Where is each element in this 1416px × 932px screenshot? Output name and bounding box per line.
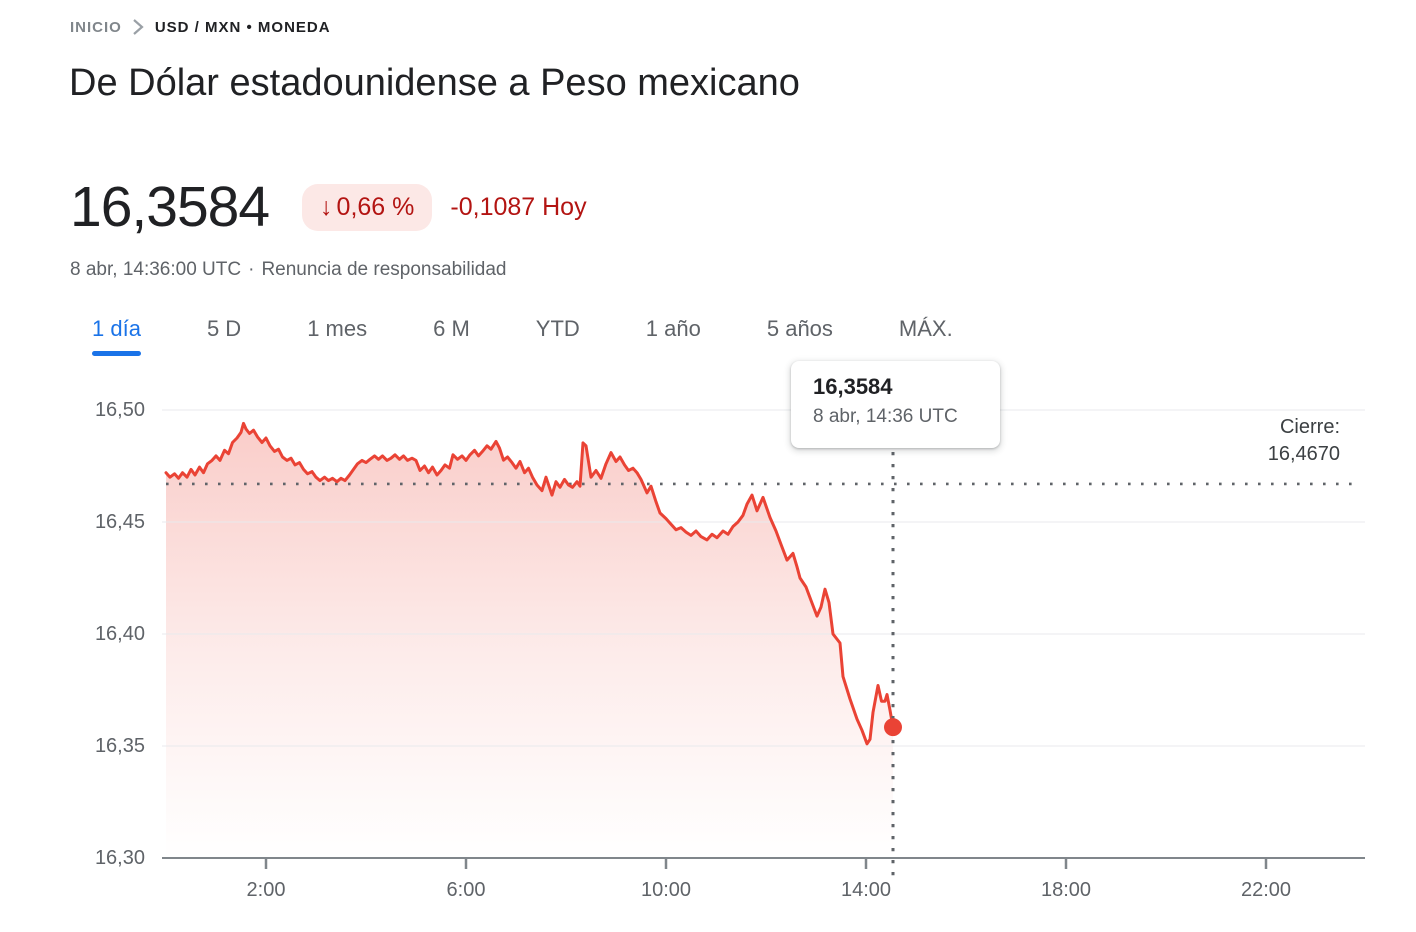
tooltip-price: 16,3584	[813, 374, 893, 399]
tooltip-time: 8 abr, 14:36 UTC	[813, 406, 958, 427]
chart-tooltip: 16,3584 8 abr, 14:36 UTC	[791, 361, 1000, 448]
breadcrumb-current: USD / MXN • MONEDA	[154, 18, 331, 36]
y-axis-label: 16,50	[94, 399, 145, 421]
y-axis-label: 16,35	[94, 735, 145, 757]
change-percent-value: 0,66 %	[336, 192, 415, 221]
x-axis-label: 14:00	[840, 879, 892, 901]
previous-close-value: 16,4670	[1267, 443, 1340, 465]
chevron-right-icon	[132, 18, 145, 36]
tab-5d[interactable]: 5 D	[207, 314, 241, 356]
previous-close-prefix: Cierre:	[1279, 416, 1340, 438]
tab-5y[interactable]: 5 años	[767, 314, 833, 356]
quote-meta: 8 abr, 14:36:00 UTC · Renuncia de respon…	[70, 259, 507, 281]
tab-max[interactable]: MÁX.	[899, 314, 953, 356]
meta-separator: ·	[248, 259, 255, 280]
x-axis-label: 2:00	[246, 879, 286, 901]
disclaimer-link[interactable]: Renuncia de responsabilidad	[261, 259, 507, 280]
price-line	[164, 421, 895, 746]
time-range-tabs: 1 día 5 D 1 mes 6 M YTD 1 año 5 años MÁX.	[92, 314, 953, 356]
x-axis-label: 6:00	[446, 879, 486, 901]
area-fill	[166, 423, 893, 858]
x-axis-label: 18:00	[1040, 879, 1092, 901]
down-arrow-icon: ↓	[320, 192, 333, 221]
tab-1d[interactable]: 1 día	[92, 314, 141, 356]
change-amount-today: -0,1087 Hoy	[450, 192, 587, 221]
breadcrumb-home-link[interactable]: INICIO	[70, 18, 122, 36]
breadcrumb: INICIO USD / MXN • MONEDA	[70, 18, 331, 36]
y-axis-label: 16,45	[94, 511, 145, 533]
quote-row: 16,3584 ↓ 0,66 % -0,1087 Hoy	[70, 176, 587, 238]
change-percent-badge: ↓ 0,66 %	[302, 183, 433, 231]
tab-6m[interactable]: 6 M	[433, 314, 470, 356]
y-axis-label: 16,40	[94, 623, 145, 645]
x-axis-label: 22:00	[1240, 879, 1292, 901]
tab-1y[interactable]: 1 año	[646, 314, 701, 356]
previous-close-label: Cierre: 16,4670	[1268, 414, 1340, 468]
y-axis-label: 16,30	[94, 847, 145, 869]
current-price-dot	[884, 718, 902, 737]
current-price: 16,3584	[70, 175, 270, 239]
tab-1m[interactable]: 1 mes	[307, 314, 367, 356]
tab-ytd[interactable]: YTD	[536, 314, 580, 356]
quote-timestamp: 8 abr, 14:36:00 UTC	[70, 259, 242, 280]
x-axis-label: 10:00	[640, 879, 692, 901]
page-title: De Dólar estadounidense a Peso mexicano	[69, 62, 800, 104]
